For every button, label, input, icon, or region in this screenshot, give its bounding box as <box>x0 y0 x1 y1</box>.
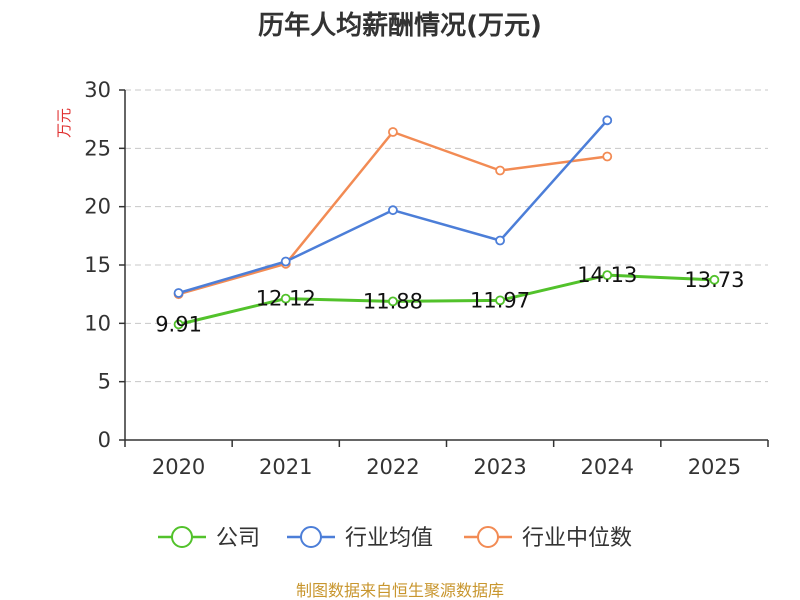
x-tick-label-2021: 2021 <box>259 455 312 479</box>
x-tick-label-2023: 2023 <box>473 455 526 479</box>
legend-item-0[interactable]: 公司 <box>158 526 260 551</box>
x-tick-label-2025: 2025 <box>688 455 741 479</box>
legend-item-1[interactable]: 行业均值 <box>287 526 433 551</box>
data-point-0-2023[interactable] <box>495 295 505 306</box>
data-point-0-2022[interactable] <box>388 296 398 307</box>
legend-label: 行业均值 <box>345 526 433 551</box>
data-point-1-2022[interactable] <box>388 205 398 216</box>
data-point-2-2024[interactable] <box>602 151 613 162</box>
legend[interactable]: 公司 行业均值 行业中位数 <box>158 526 632 551</box>
data-label-2024: 14.13 <box>577 263 637 287</box>
data-point-2-2022[interactable] <box>388 127 398 137</box>
series-1 <box>173 115 613 298</box>
data-labels: 9.91 12.12 11.88 11.97 14.13 13.73 <box>155 263 744 336</box>
y-tick-label: 0 <box>98 428 111 452</box>
data-point-0-2020[interactable] <box>173 319 184 330</box>
legend-label: 行业中位数 <box>522 526 632 551</box>
data-point-1-2023[interactable] <box>495 235 505 246</box>
x-tick-label-2022: 2022 <box>366 455 419 479</box>
x-tick-label-2020: 2020 <box>152 455 205 479</box>
series-lines <box>173 115 720 330</box>
legend-label: 公司 <box>216 526 260 551</box>
legend-item-2[interactable]: 行业中位数 <box>464 526 632 551</box>
data-label-2020: 9.91 <box>155 312 202 336</box>
y-axis-unit-label: 万元 <box>55 108 73 138</box>
series-line-0 <box>178 273 715 326</box>
data-point-0-2021[interactable] <box>280 293 291 304</box>
data-point-0-2024[interactable] <box>602 270 613 281</box>
data-label-2022: 11.88 <box>363 289 423 313</box>
data-point-1-2020[interactable] <box>173 288 184 298</box>
data-label-2023: 11.97 <box>470 288 530 312</box>
x-tick-label-2024: 2024 <box>581 455 634 479</box>
source-note: 制图数据来自恒生聚源数据库 <box>296 581 504 600</box>
y-tick-label: 25 <box>84 136 111 160</box>
data-point-0-2025[interactable] <box>709 274 720 285</box>
legend-marker <box>300 526 322 548</box>
y-tick-label: 20 <box>84 195 111 219</box>
data-point-2-2023[interactable] <box>495 165 505 176</box>
chart-title: 历年人均薪酬情况(万元) <box>258 10 542 41</box>
data-label-2025: 13.73 <box>684 268 744 292</box>
y-tick-label: 5 <box>98 370 111 394</box>
y-tick-label: 10 <box>84 311 111 335</box>
data-label-2021: 12.12 <box>256 287 316 311</box>
y-tick-label: 15 <box>84 253 111 277</box>
legend-marker <box>171 526 193 548</box>
grid-lines <box>125 89 768 383</box>
legend-marker <box>477 526 499 548</box>
data-point-1-2021[interactable] <box>280 256 291 267</box>
series-0 <box>173 270 720 330</box>
y-tick-label: 30 <box>84 78 111 102</box>
data-point-1-2024[interactable] <box>602 115 613 126</box>
